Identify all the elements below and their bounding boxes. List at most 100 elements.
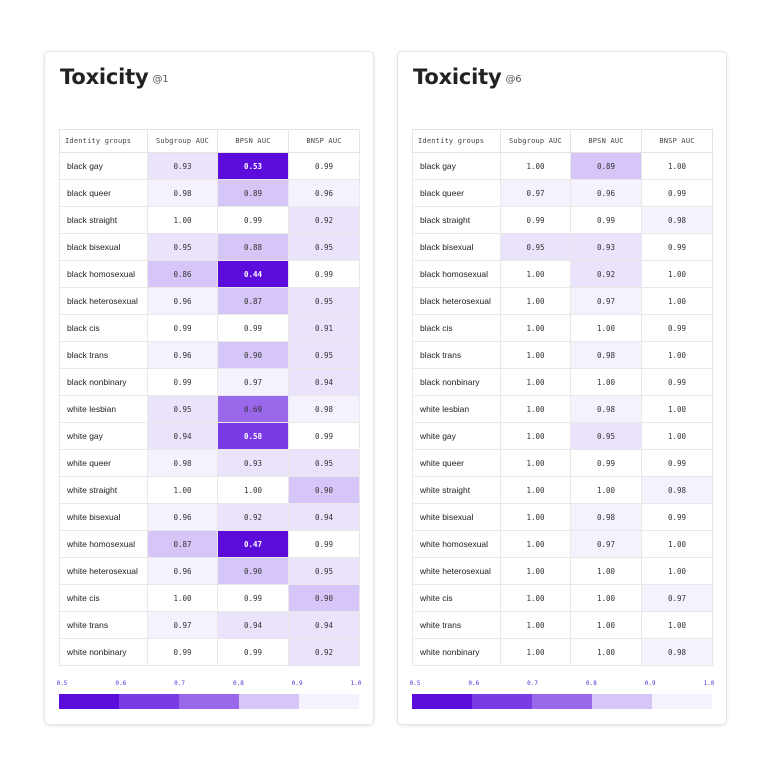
row-label-white-cis: white cis xyxy=(412,584,501,612)
heatmap-cell-bnsp-auc: 0.95 xyxy=(288,233,360,261)
heatmap-cell-subgroup-auc: 1.00 xyxy=(500,395,571,423)
scale-tick-label: 0.6 xyxy=(115,680,127,687)
column-header-identity-groups: Identity groups xyxy=(412,129,501,153)
header-row: Identity groups Subgroup AUC BPSN AUC BN… xyxy=(412,129,713,153)
heatmap-cell-subgroup-auc: 1.00 xyxy=(500,557,571,585)
row-label-white-nonbinary: white nonbinary xyxy=(412,638,501,666)
scale-tick-label: 1.0 xyxy=(350,680,362,687)
row-label-white-straight: white straight xyxy=(59,476,148,504)
row-label-black-queer: black queer xyxy=(412,179,501,207)
heatmap-cell-subgroup-auc: 0.98 xyxy=(147,179,218,207)
scale-segment xyxy=(119,694,179,709)
heatmap-cell-bpsn-auc: 0.89 xyxy=(217,179,289,207)
heatmap-cell-bnsp-auc: 1.00 xyxy=(641,611,713,639)
row-label-white-cis: white cis xyxy=(59,584,148,612)
heatmap-cell-subgroup-auc: 0.97 xyxy=(500,179,571,207)
row-label-white-homosexual: white homosexual xyxy=(412,530,501,558)
heatmap-cell-bpsn-auc: 0.88 xyxy=(217,233,289,261)
scale-tick-label: 0.8 xyxy=(232,680,244,687)
table-row: white nonbinary 0.99 0.99 0.92 xyxy=(59,638,360,666)
color-scale: 0.5 0.6 0.7 0.8 0.9 1.0 xyxy=(410,680,715,710)
heatmap-cell-subgroup-auc: 1.00 xyxy=(500,476,571,504)
row-label-white-trans: white trans xyxy=(59,611,148,639)
scale-tick-label: 0.8 xyxy=(585,680,597,687)
column-header-bnsp-auc: BNSP AUC xyxy=(288,129,360,153)
row-label-black-trans: black trans xyxy=(412,341,501,369)
heatmap-cell-bpsn-auc: 0.96 xyxy=(570,179,642,207)
heatmap-cell-subgroup-auc: 0.95 xyxy=(147,395,218,423)
heatmap-cell-bpsn-auc: 0.53 xyxy=(217,152,289,180)
heatmap-cell-subgroup-auc: 1.00 xyxy=(147,476,218,504)
row-label-white-queer: white queer xyxy=(59,449,148,477)
heatmap-cell-bpsn-auc: 0.93 xyxy=(217,449,289,477)
table-row: black nonbinary 1.00 1.00 0.99 xyxy=(412,368,713,396)
title-subtitle: @6 xyxy=(505,74,522,85)
table-row: black trans 0.96 0.90 0.95 xyxy=(59,341,360,369)
panel-title: Toxicity @6 xyxy=(413,65,522,89)
table-row: white lesbian 1.00 0.98 1.00 xyxy=(412,395,713,423)
table-row: black straight 1.00 0.99 0.92 xyxy=(59,206,360,234)
heatmap-cell-bnsp-auc: 0.95 xyxy=(288,449,360,477)
heatmap-cell-subgroup-auc: 0.99 xyxy=(500,206,571,234)
table-row: white lesbian 0.95 0.69 0.98 xyxy=(59,395,360,423)
heatmap-cell-bpsn-auc: 1.00 xyxy=(570,611,642,639)
table-row: black straight 0.99 0.99 0.98 xyxy=(412,206,713,234)
heatmap-cell-bnsp-auc: 0.90 xyxy=(288,476,360,504)
heatmap-cell-bnsp-auc: 1.00 xyxy=(641,260,713,288)
heatmap-cell-bpsn-auc: 0.99 xyxy=(217,206,289,234)
table-row: black homosexual 1.00 0.92 1.00 xyxy=(412,260,713,288)
heatmap-cell-bnsp-auc: 0.99 xyxy=(288,152,360,180)
row-label-white-bisexual: white bisexual xyxy=(59,503,148,531)
heatmap-cell-bpsn-auc: 0.90 xyxy=(217,557,289,585)
table-row: white cis 1.00 0.99 0.90 xyxy=(59,584,360,612)
column-header-subgroup-auc: Subgroup AUC xyxy=(147,129,218,153)
scale-tick-label: 0.6 xyxy=(468,680,480,687)
header-row: Identity groups Subgroup AUC BPSN AUC BN… xyxy=(59,129,360,153)
row-label-white-lesbian: white lesbian xyxy=(412,395,501,423)
scale-tick-label: 1.0 xyxy=(703,680,715,687)
row-label-black-trans: black trans xyxy=(59,341,148,369)
heatmap-cell-subgroup-auc: 0.94 xyxy=(147,422,218,450)
heatmap-panel-right: Toxicity @6 Identity groups Subgroup AUC … xyxy=(398,52,726,724)
heatmap-cell-subgroup-auc: 1.00 xyxy=(147,206,218,234)
heatmap-cell-subgroup-auc: 0.95 xyxy=(147,233,218,261)
heatmap-cell-bpsn-auc: 0.99 xyxy=(217,638,289,666)
heatmap-cell-bnsp-auc: 1.00 xyxy=(641,530,713,558)
row-label-black-cis: black cis xyxy=(412,314,501,342)
heatmap-cell-bpsn-auc: 1.00 xyxy=(570,368,642,396)
heatmap-cell-subgroup-auc: 1.00 xyxy=(500,530,571,558)
row-label-black-queer: black queer xyxy=(59,179,148,207)
heatmap-cell-bpsn-auc: 0.44 xyxy=(217,260,289,288)
scale-tick-label: 0.9 xyxy=(291,680,303,687)
heatmap-cell-bnsp-auc: 0.94 xyxy=(288,503,360,531)
heatmap-table: Identity groups Subgroup AUC BPSN AUC BN… xyxy=(412,129,713,666)
heatmap-cell-bpsn-auc: 1.00 xyxy=(570,557,642,585)
heatmap-cell-subgroup-auc: 0.86 xyxy=(147,260,218,288)
heatmap-cell-bnsp-auc: 0.95 xyxy=(288,287,360,315)
scale-segment xyxy=(652,694,712,709)
scale-segment xyxy=(412,694,472,709)
heatmap-cell-bpsn-auc: 0.98 xyxy=(570,395,642,423)
table-row: white queer 0.98 0.93 0.95 xyxy=(59,449,360,477)
heatmap-cell-bpsn-auc: 0.99 xyxy=(570,206,642,234)
panel-title: Toxicity @1 xyxy=(60,65,169,89)
table-row: white gay 0.94 0.58 0.99 xyxy=(59,422,360,450)
table-row: white straight 1.00 1.00 0.98 xyxy=(412,476,713,504)
heatmap-cell-bnsp-auc: 0.95 xyxy=(288,341,360,369)
heatmap-cell-bnsp-auc: 1.00 xyxy=(641,152,713,180)
heatmap-cell-bpsn-auc: 0.99 xyxy=(217,584,289,612)
heatmap-cell-subgroup-auc: 1.00 xyxy=(500,449,571,477)
heatmap-cell-bnsp-auc: 0.92 xyxy=(288,638,360,666)
title-subtitle: @1 xyxy=(152,74,169,85)
heatmap-cell-bnsp-auc: 1.00 xyxy=(641,557,713,585)
row-label-black-heterosexual: black heterosexual xyxy=(412,287,501,315)
row-label-black-nonbinary: black nonbinary xyxy=(412,368,501,396)
heatmap-cell-subgroup-auc: 1.00 xyxy=(500,341,571,369)
heatmap-cell-bnsp-auc: 0.99 xyxy=(641,314,713,342)
table-row: white trans 0.97 0.94 0.94 xyxy=(59,611,360,639)
column-header-bpsn-auc: BPSN AUC xyxy=(217,129,289,153)
heatmap-cell-subgroup-auc: 1.00 xyxy=(500,611,571,639)
heatmap-cell-bnsp-auc: 0.98 xyxy=(641,206,713,234)
row-label-white-homosexual: white homosexual xyxy=(59,530,148,558)
heatmap-cell-bnsp-auc: 1.00 xyxy=(641,395,713,423)
